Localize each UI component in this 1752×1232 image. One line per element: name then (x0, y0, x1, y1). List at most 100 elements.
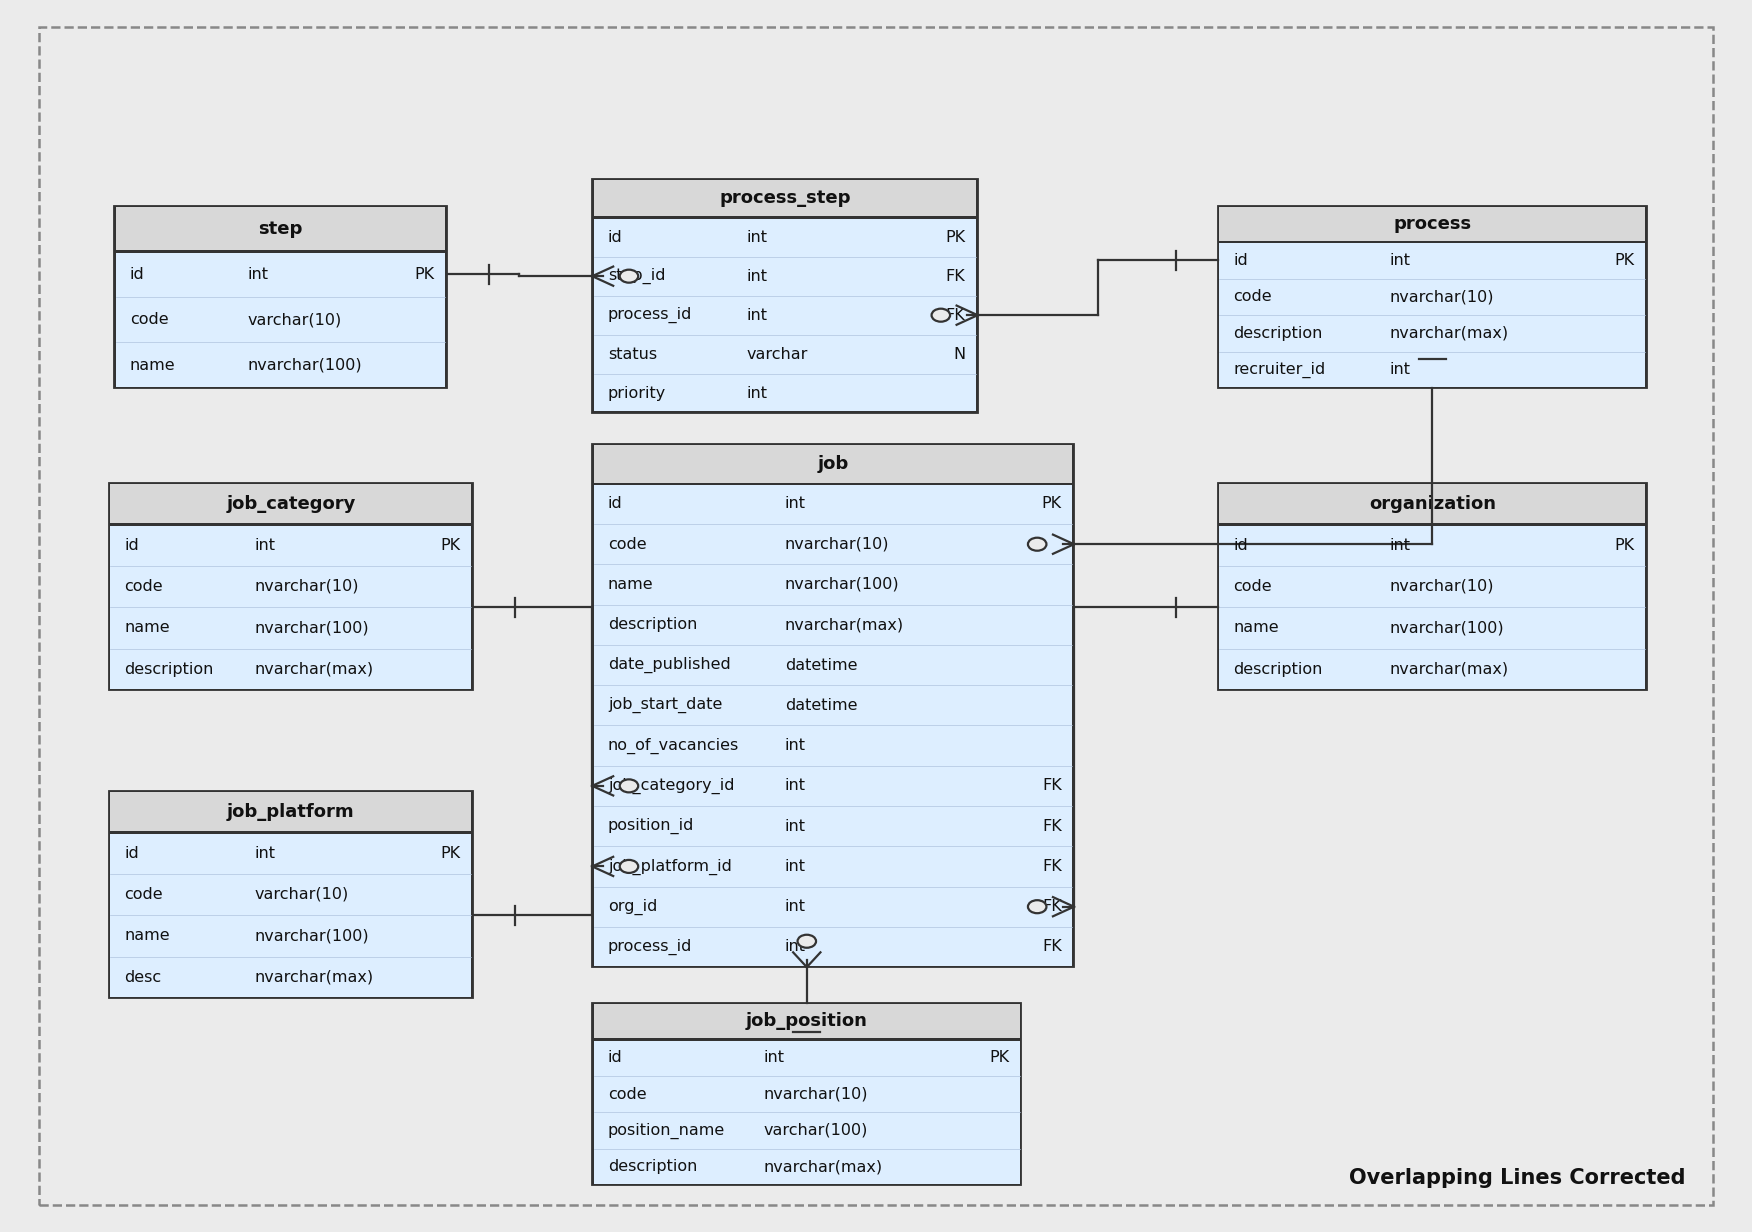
Text: description: description (124, 662, 214, 676)
Text: process: process (1393, 214, 1472, 233)
Text: name: name (124, 929, 170, 944)
FancyBboxPatch shape (1218, 483, 1647, 690)
Text: FK: FK (1042, 940, 1062, 955)
Text: name: name (1233, 621, 1279, 636)
FancyBboxPatch shape (114, 206, 447, 388)
Circle shape (620, 860, 638, 873)
FancyBboxPatch shape (594, 1004, 1020, 1039)
Text: varchar(10): varchar(10) (254, 887, 349, 902)
Text: int: int (785, 779, 806, 793)
Text: process_id: process_id (608, 939, 692, 955)
FancyBboxPatch shape (594, 180, 976, 217)
Text: int: int (254, 845, 275, 860)
Text: code: code (608, 1087, 646, 1101)
Text: nvarchar(100): nvarchar(100) (247, 357, 361, 373)
Text: int: int (746, 386, 767, 400)
Text: step_id: step_id (608, 269, 666, 285)
Text: nvarchar(10): nvarchar(10) (1389, 579, 1494, 594)
Text: code: code (608, 537, 646, 552)
Text: id: id (124, 537, 138, 552)
Text: job_position: job_position (746, 1011, 867, 1030)
FancyBboxPatch shape (594, 485, 1072, 966)
Text: id: id (608, 229, 622, 245)
Text: code: code (1233, 290, 1272, 304)
Text: name: name (608, 577, 653, 593)
Text: name: name (130, 357, 175, 373)
Text: id: id (608, 1050, 622, 1064)
Text: Overlapping Lines Corrected: Overlapping Lines Corrected (1349, 1168, 1685, 1188)
Text: job_category: job_category (226, 494, 356, 513)
Circle shape (620, 780, 638, 792)
Text: priority: priority (608, 386, 666, 400)
Text: int: int (1389, 362, 1410, 377)
FancyBboxPatch shape (592, 179, 978, 413)
Text: job_platform_id: job_platform_id (608, 859, 732, 875)
Text: code: code (1233, 579, 1272, 594)
Text: nvarchar(max): nvarchar(max) (254, 662, 373, 676)
Text: int: int (254, 537, 275, 552)
FancyBboxPatch shape (592, 444, 1074, 967)
Text: job_platform: job_platform (228, 802, 354, 821)
Text: FK: FK (946, 308, 965, 323)
FancyBboxPatch shape (110, 484, 471, 524)
Text: datetime: datetime (785, 658, 857, 673)
FancyBboxPatch shape (1219, 484, 1645, 524)
Text: code: code (124, 887, 163, 902)
Text: name: name (124, 621, 170, 636)
FancyBboxPatch shape (109, 791, 473, 998)
Text: code: code (130, 312, 168, 328)
Text: varchar(100): varchar(100) (764, 1124, 869, 1138)
Text: PK: PK (442, 537, 461, 552)
FancyBboxPatch shape (594, 445, 1072, 483)
FancyBboxPatch shape (110, 526, 471, 689)
Text: code: code (124, 579, 163, 594)
Text: job_category_id: job_category_id (608, 777, 734, 793)
Text: PK: PK (442, 845, 461, 860)
Text: int: int (785, 738, 806, 753)
Text: int: int (764, 1050, 785, 1064)
Text: description: description (1233, 326, 1323, 341)
Text: step: step (258, 219, 303, 238)
FancyBboxPatch shape (110, 792, 471, 832)
Text: FK: FK (1042, 779, 1062, 793)
Circle shape (797, 935, 816, 947)
FancyBboxPatch shape (592, 1003, 1021, 1185)
Text: int: int (785, 899, 806, 914)
Text: description: description (608, 1159, 697, 1174)
Text: recruiter_id: recruiter_id (1233, 362, 1326, 378)
Text: nvarchar(100): nvarchar(100) (254, 621, 370, 636)
Text: nvarchar(max): nvarchar(max) (254, 970, 373, 984)
Circle shape (1028, 537, 1046, 551)
Text: nvarchar(max): nvarchar(max) (1389, 326, 1508, 341)
Text: PK: PK (1042, 496, 1062, 511)
Text: id: id (130, 266, 144, 282)
Text: org_id: org_id (608, 898, 657, 915)
FancyBboxPatch shape (109, 483, 473, 690)
Text: int: int (746, 229, 767, 245)
Text: nvarchar(max): nvarchar(max) (1389, 662, 1508, 676)
Text: organization: organization (1368, 494, 1496, 513)
Text: process_step: process_step (718, 190, 851, 207)
FancyBboxPatch shape (116, 207, 445, 250)
Text: datetime: datetime (785, 697, 857, 713)
Text: varchar(10): varchar(10) (247, 312, 342, 328)
Text: date_published: date_published (608, 657, 731, 673)
Text: id: id (608, 496, 622, 511)
Text: PK: PK (1615, 537, 1635, 552)
Text: id: id (124, 845, 138, 860)
Text: varchar: varchar (746, 346, 808, 362)
Text: description: description (1233, 662, 1323, 676)
Text: process_id: process_id (608, 307, 692, 323)
Text: description: description (608, 617, 697, 632)
Text: id: id (1233, 253, 1247, 267)
Text: nvarchar(10): nvarchar(10) (254, 579, 359, 594)
Text: N: N (953, 346, 965, 362)
Text: FK: FK (1042, 818, 1062, 834)
Text: desc: desc (124, 970, 161, 984)
Text: nvarchar(10): nvarchar(10) (764, 1087, 869, 1101)
Text: nvarchar(max): nvarchar(max) (785, 617, 904, 632)
Text: int: int (785, 859, 806, 873)
Text: int: int (785, 940, 806, 955)
FancyBboxPatch shape (594, 219, 976, 411)
Circle shape (1028, 901, 1046, 913)
